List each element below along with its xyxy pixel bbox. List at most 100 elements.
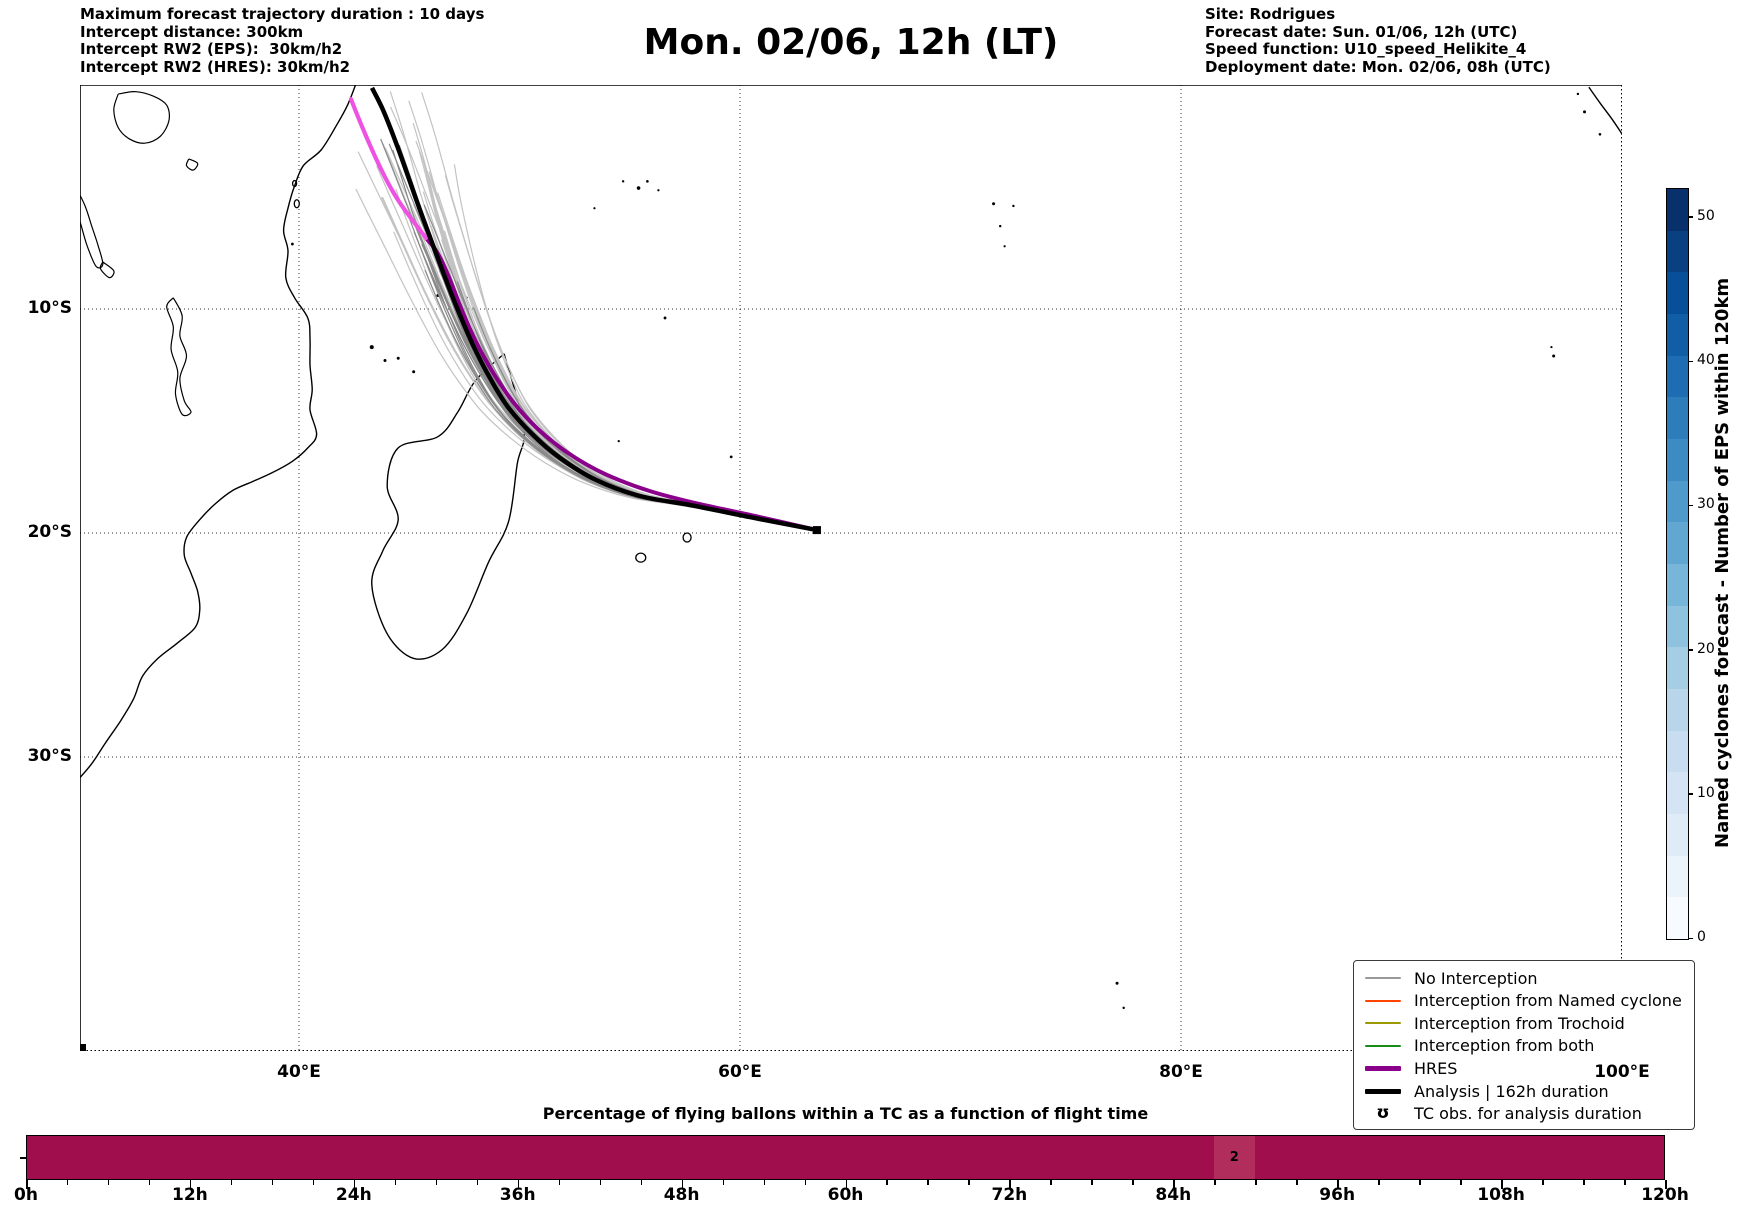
hour-minor-tick <box>1050 1180 1052 1185</box>
colorbar-tick <box>1688 504 1693 507</box>
trajectory-map-panel: No Interception Interception from Named c… <box>80 85 1695 1130</box>
island-speck <box>1550 345 1553 349</box>
island-speck <box>1598 132 1602 136</box>
lon-tick-label: 40°E <box>277 1062 321 1082</box>
colorbar-tick-label: 40 <box>1697 352 1715 369</box>
eps-member-track <box>430 174 818 531</box>
colorbar-tick <box>1688 216 1693 218</box>
lon-tick-label: 100°E <box>1594 1062 1650 1082</box>
analysis-track <box>369 86 818 533</box>
map-legend: No Interception Interception from Named c… <box>1353 960 1695 1130</box>
tc-obs-icon: ʊ <box>1376 1103 1390 1124</box>
island-speck <box>1012 204 1015 208</box>
hour-minor-tick <box>804 1180 807 1185</box>
hour-major-tick <box>1337 1180 1339 1189</box>
hour-minor-tick <box>886 1180 888 1185</box>
colorbar-tick <box>1688 360 1693 363</box>
hour-minor-tick <box>968 1180 970 1185</box>
colorbar-tick-label: 0 <box>1697 929 1706 945</box>
lake-outline <box>185 158 199 171</box>
hour-major-tick <box>517 1180 520 1189</box>
island-outline <box>293 199 300 209</box>
legend-line-swatch <box>1365 999 1401 1002</box>
eps-member-track <box>428 171 818 531</box>
legend-line-swatch <box>1365 1066 1401 1072</box>
colorbar-tick <box>1688 937 1693 939</box>
hour-tick-label: 48h <box>663 1185 700 1205</box>
intercept-distance-text: Intercept distance: 300km <box>80 22 304 41</box>
max-duration-text: Maximum forecast trajectory duration : 1… <box>80 5 485 23</box>
intercept-rw2-hres-text: Intercept RW2 (HRES): 30km/h2 <box>80 57 351 76</box>
legend-label: Interception from Trochoid <box>1414 1013 1625 1033</box>
hour-minor-tick <box>1255 1180 1257 1185</box>
island-speck <box>992 202 996 206</box>
flight-bar-segment <box>1254 1136 1664 1179</box>
colorbar-segment <box>1667 480 1688 523</box>
hour-major-tick <box>1009 1180 1011 1189</box>
hour-minor-tick <box>1419 1180 1421 1185</box>
legend-row: HRES <box>1362 1058 1686 1080</box>
corner-land-fragment <box>80 1044 86 1051</box>
colorbar-segment <box>1667 189 1688 231</box>
colorbar-segment <box>1667 855 1688 898</box>
island-speck <box>412 370 416 374</box>
flight-bar-segment: 2 <box>1213 1136 1255 1179</box>
hour-tick-label: 60h <box>827 1185 864 1205</box>
legend-label: TC obs. for analysis duration <box>1414 1104 1642 1124</box>
map-frame-solid <box>80 85 1622 1051</box>
legend-label: No Interception <box>1414 968 1538 988</box>
colorbar-segment <box>1667 522 1688 565</box>
colorbar-tick-label: 20 <box>1697 640 1715 657</box>
hour-major-tick <box>189 1180 192 1189</box>
map-frame-ticked <box>80 85 1622 1051</box>
forecast-date-text: Forecast date: Sun. 01/06, 12h (UTC) <box>1205 22 1518 41</box>
eps-member-track <box>421 92 818 531</box>
colorbar-tick-label: 50 <box>1697 207 1715 224</box>
hour-tick-label: 108h <box>1477 1185 1525 1205</box>
hour-minor-tick <box>599 1180 602 1185</box>
lake-outline <box>166 297 192 417</box>
island-speck <box>617 440 620 443</box>
colorbar-tick <box>1688 793 1693 795</box>
island-outline <box>682 532 692 543</box>
lake-outline <box>80 193 104 269</box>
legend-row: Interception from Named cyclone <box>1362 990 1686 1012</box>
colorbar-segment <box>1667 605 1688 648</box>
hour-tick-label: 24h <box>335 1185 372 1205</box>
colorbar-segment <box>1667 564 1688 606</box>
colorbar-tick <box>1688 649 1693 651</box>
hour-minor-tick <box>435 1180 438 1185</box>
hour-minor-tick <box>271 1180 274 1185</box>
island-outline <box>291 179 298 188</box>
island-speck <box>1583 110 1587 114</box>
legend-line-swatch <box>1365 977 1401 979</box>
flight-bar-segment <box>27 1136 1214 1179</box>
colorbar-segment <box>1667 314 1688 356</box>
colorbar-segment <box>1667 230 1688 273</box>
colorbar-title: Named cyclones forecast - Number of EPS … <box>1712 277 1733 849</box>
island-speck <box>646 180 649 183</box>
hour-minor-tick <box>1624 1180 1626 1185</box>
speed-function-text: Speed function: U10_speed_Helikite_4 <box>1205 40 1527 58</box>
hour-major-tick <box>353 1180 356 1189</box>
lon-tick-label: 80°E <box>1159 1062 1203 1082</box>
hour-minor-tick <box>640 1180 643 1185</box>
legend-line-swatch <box>1365 1022 1401 1025</box>
lon-tick-label: 60°E <box>718 1062 762 1082</box>
hres-track <box>424 236 818 533</box>
intercept-rw2-eps-text: Intercept RW2 (EPS): 30km/h2 <box>80 40 343 58</box>
island-outline <box>635 552 647 563</box>
island-speck <box>636 186 641 190</box>
barchart-y-tick <box>20 1157 26 1159</box>
eps-member-track <box>413 204 818 531</box>
sumatra-coastline <box>1588 86 1622 136</box>
legend-label: Interception from both <box>1414 1036 1595 1056</box>
hour-minor-tick <box>1091 1180 1093 1185</box>
legend-label: Analysis | 162h duration <box>1414 1081 1609 1101</box>
island-speck <box>663 316 667 320</box>
hour-minor-tick <box>1214 1180 1216 1185</box>
barchart-title: Percentage of flying ballons within a TC… <box>542 1104 1149 1123</box>
deployment-date-text: Deployment date: Mon. 02/06, 08h (UTC) <box>1205 57 1551 76</box>
island-speck <box>290 242 294 246</box>
figure-title: Mon. 02/06, 12h (LT) <box>643 22 1059 63</box>
